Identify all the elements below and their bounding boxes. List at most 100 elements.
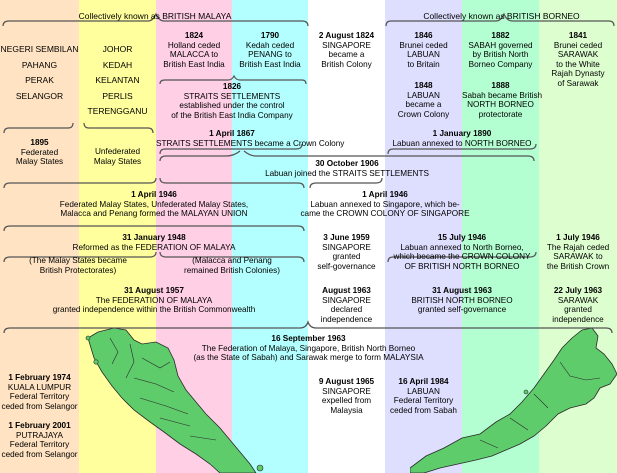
event-date: 1 July 1946 <box>556 233 600 242</box>
event-date: 1824 <box>184 31 204 40</box>
event-date: 9 August 1965 <box>318 377 375 386</box>
event-1946-sarawak: 1 July 1946 The Rajah ceded SARAWAK to the … <box>539 233 617 271</box>
event-date: 1790 <box>260 31 280 40</box>
event-1946-malayan-union: 1 April 1946 Federated Malay States, Unfe… <box>0 190 308 219</box>
event-text: Malaysia <box>330 405 363 415</box>
event-text: Crown Colony <box>397 109 450 119</box>
event-1946-singapore: 1 April 1946 Labuan annexed to Singapore,… <box>300 190 470 219</box>
event-text: SINGAPORE <box>322 40 371 50</box>
event-text: LABUAN <box>407 50 440 60</box>
event-text: The Federation of Malaya, Singapore, Bri… <box>201 343 416 353</box>
event-1826-straits: 1826 STRAITS SETTLEMENTS established under… <box>156 82 308 120</box>
event-text: became a <box>405 100 442 110</box>
event-1948-federation: 31 January 1948 Reformed as the FEDERATIO… <box>0 233 308 252</box>
event-date: 1848 <box>414 81 433 90</box>
state-name: PERLIS <box>102 90 133 101</box>
event-1963-sarawak: 22 July 1963 SARAWAK granted independence <box>539 286 617 324</box>
event-text: became a <box>328 50 365 60</box>
event-text: BRITISH NORTH BORNEO <box>411 295 513 305</box>
federated-states-list: NEGERI SEMBILAN PAHANG PERAK SELANGOR <box>0 42 79 104</box>
event-date: 16 September 1963 <box>271 334 346 343</box>
event-date: 15 July 1946 <box>437 233 487 242</box>
event-date: (The Malay States became <box>29 256 127 265</box>
event-1882-sabah: 1882 SABAH governed by British North Borneo… <box>462 31 539 69</box>
header-british-malaya: Collectively known as BRITISH MALAYA <box>0 11 310 22</box>
event-text: SINGAPORE <box>322 242 371 252</box>
event-1906-labuan: 30 October 1906 Labuan joined the STRAITS… <box>156 159 538 178</box>
event-date: 1 April 1946 <box>362 190 408 199</box>
event-text: independence <box>552 314 604 324</box>
state-name: JOHOR <box>102 44 133 54</box>
event-text: granted <box>332 252 361 262</box>
event-text: ceded from Sabah <box>390 405 457 415</box>
event-text: Labuan joined the STRAITS SETTLEMENTS <box>265 168 429 178</box>
event-date: 30 October 1906 <box>315 159 379 168</box>
event-text: LABUAN <box>407 90 440 100</box>
column-federated-states <box>0 0 79 473</box>
event-text: by British North <box>472 50 529 60</box>
event-text: SARAWAK to <box>553 252 603 262</box>
event-date: 1888 <box>491 81 510 90</box>
event-text: British Protectorates) <box>39 265 117 275</box>
event-text: PENANG to <box>248 50 292 60</box>
event-text: STRAITS SETTLEMENTS <box>183 91 281 101</box>
event-text: SINGAPORE <box>322 386 371 396</box>
event-date: 2 August 1824 <box>318 31 375 40</box>
event-text: granted self-governance <box>417 305 507 315</box>
state-name: KELANTAN <box>95 75 140 85</box>
event-text: Malacca and Penang formed the MALAYAN UN… <box>60 209 248 219</box>
event-text: SABAH governed <box>468 40 533 50</box>
event-text: British Colony <box>321 59 372 69</box>
event-text: British East India <box>239 59 301 69</box>
header-borneo-text: Collectively known as BRITISH BORNEO <box>423 11 580 21</box>
header-malaya-text: Collectively known as BRITISH MALAYA <box>78 11 232 21</box>
event-date: 1846 <box>414 31 433 40</box>
event-text: self-governance <box>317 261 376 271</box>
event-date: 1 April 1946 <box>131 190 177 199</box>
event-text: granted <box>564 305 592 315</box>
event-text: independence <box>320 314 373 324</box>
event-text: OF BRITISH NORTH BORNEO <box>404 261 520 271</box>
event-date: 1841 <box>568 31 588 40</box>
event-date: 31 January 1948 <box>122 233 186 242</box>
event-1895-federated: 1895 Federated Malay States <box>0 138 79 167</box>
event-1890-labuan: 1 January 1890 Labuan annexed to NORTH BO… <box>385 129 539 148</box>
event-2001-putrajaya: 1 February 2001 PUTRAJAYA Federal Territor… <box>0 421 79 459</box>
event-text: of Sarawak <box>557 78 599 88</box>
event-text: Reformed as the FEDERATION OF MALAYA <box>72 242 236 252</box>
event-1963-singapore: August 1963 SINGAPORE declared independence <box>308 286 385 324</box>
event-text: Labuan annexed to North Borneo, <box>400 242 524 252</box>
event-text: MALACCA to <box>169 50 219 60</box>
event-text: NORTH BORNEO <box>467 100 534 110</box>
event-text: granted independence within the British … <box>52 305 256 315</box>
event-text: to Britain <box>407 59 440 69</box>
event-date: 22 July 1963 <box>553 286 603 295</box>
event-date: August 1963 <box>322 286 371 295</box>
event-date: 1 April 1867 <box>209 129 255 138</box>
event-1948-malacca-penang: (Malacca and Penang remained British Colo… <box>156 256 308 275</box>
event-text: British East India <box>163 59 225 69</box>
event-text: Labuan annexed to Singapore, which be- <box>310 199 460 209</box>
event-text: The Rajah ceded <box>546 242 610 252</box>
event-text: Kedah ceded <box>245 40 295 50</box>
event-text: Labuan annexed to NORTH BORNEO <box>392 138 532 148</box>
event-text: Sabah became British <box>462 90 543 100</box>
event-text: the British Crown <box>546 261 610 271</box>
event-text: declared <box>330 305 363 315</box>
event-1848-labuan: 1848 LABUAN became a Crown Colony <box>385 81 462 119</box>
event-text: KUALA LUMPUR <box>7 382 72 392</box>
event-text: LABUAN <box>407 386 440 396</box>
event-1824-malacca: 1824 Holland ceded MALACCA to British East … <box>156 31 232 69</box>
event-text: Federated Malay States, Unfederated Mala… <box>59 199 249 209</box>
event-date: (Malacca and Penang <box>192 256 272 265</box>
event-text: PUTRAJAYA <box>15 430 63 440</box>
event-1959-singapore: 3 June 1959 SINGAPORE granted self-governan… <box>308 233 385 271</box>
column-singapore <box>308 0 385 473</box>
event-text: Federal Territory <box>9 440 70 450</box>
event-1963-malaysia: 16 September 1963 The Federation of Malay… <box>0 334 617 363</box>
event-1867-straits: 1 April 1867 STRAITS SETTLEMENTS became a… <box>156 129 344 148</box>
event-1974-kuala-lumpur: 1 February 1974 KUALA LUMPUR Federal Terri… <box>0 373 79 411</box>
event-text: The FEDERATION OF MALAYA <box>95 295 213 305</box>
event-text: which became the CROWN COLONY <box>393 252 531 262</box>
event-text: Brunei ceded <box>399 40 448 50</box>
